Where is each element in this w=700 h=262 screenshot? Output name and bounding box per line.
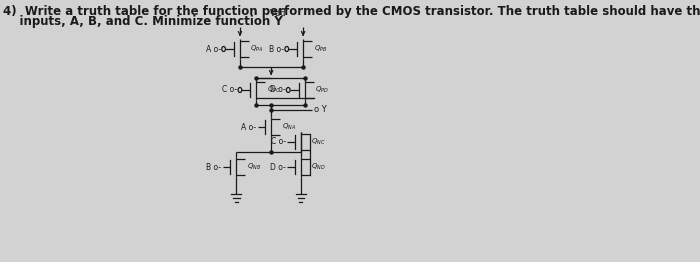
Text: C o-: C o- — [222, 85, 237, 95]
Text: $Q_{PD}$: $Q_{PD}$ — [315, 85, 329, 95]
Text: C o-: C o- — [271, 138, 286, 146]
Text: 4)  Write a truth table for the function performed by the CMOS transistor. The t: 4) Write a truth table for the function … — [3, 5, 700, 18]
Text: $Q_{NC}$: $Q_{NC}$ — [312, 137, 326, 147]
Text: inputs, A, B, and C. Minimize function Y: inputs, A, B, and C. Minimize function Y — [3, 15, 283, 28]
Text: $Q_{NA}$: $Q_{NA}$ — [281, 122, 295, 132]
Text: D o-: D o- — [270, 85, 286, 95]
Text: $Q_{PB}$: $Q_{PB}$ — [314, 44, 327, 54]
Text: Vdd: Vdd — [270, 9, 287, 18]
Text: B o-: B o- — [269, 45, 284, 53]
Text: $Q_{PA}$: $Q_{PA}$ — [251, 44, 264, 54]
Text: A o-: A o- — [241, 123, 256, 132]
Text: A o-: A o- — [206, 45, 220, 53]
Text: $Q_{PC}$: $Q_{PC}$ — [267, 85, 281, 95]
Text: o Y: o Y — [314, 106, 326, 114]
Text: D o-: D o- — [270, 162, 286, 172]
Text: $Q_{ND}$: $Q_{ND}$ — [312, 162, 326, 172]
Text: B o-: B o- — [206, 162, 221, 172]
Text: $Q_{NB}$: $Q_{NB}$ — [246, 162, 261, 172]
